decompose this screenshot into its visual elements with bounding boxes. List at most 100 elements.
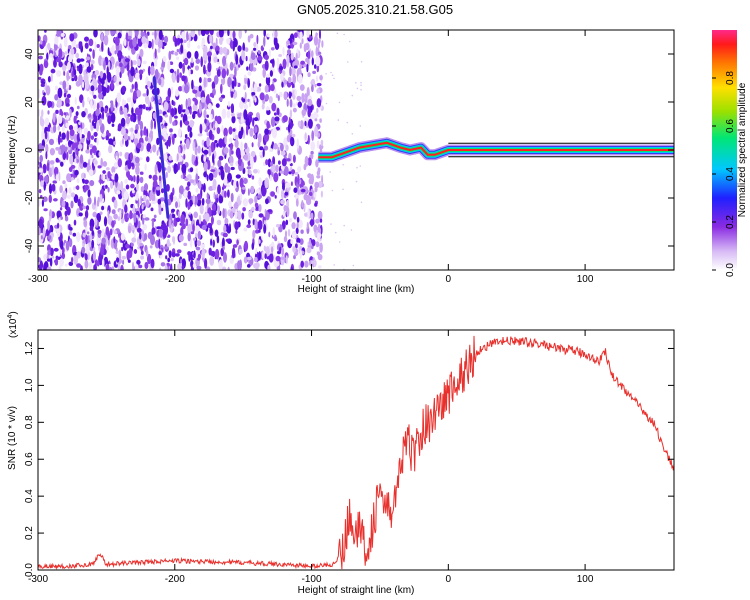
noise-cell xyxy=(156,137,160,146)
noise-cell xyxy=(291,230,297,240)
noise-cell xyxy=(351,133,354,135)
noise-cell xyxy=(238,64,241,68)
snr-x-tick-label: 100 xyxy=(577,574,594,585)
noise-cell xyxy=(75,52,80,59)
noise-cell xyxy=(187,201,190,211)
noise-cell xyxy=(263,145,269,151)
spectrogram-y-tick-label: 20 xyxy=(24,96,35,108)
noise-cell xyxy=(165,184,170,192)
noise-cell xyxy=(165,255,168,260)
noise-cell xyxy=(170,192,174,203)
noise-cell xyxy=(237,154,242,160)
noise-cell xyxy=(286,40,290,45)
noise-cell xyxy=(138,69,144,75)
noise-cell xyxy=(280,73,284,81)
noise-cell xyxy=(77,198,81,207)
noise-cell xyxy=(131,237,137,243)
noise-cell xyxy=(304,132,307,141)
noise-cell xyxy=(290,181,293,186)
noise-cell xyxy=(139,48,144,58)
noise-cell xyxy=(121,98,125,110)
noise-cell xyxy=(259,146,264,151)
noise-cell xyxy=(38,257,41,263)
noise-cell xyxy=(283,79,288,85)
noise-cell xyxy=(74,96,77,105)
noise-cell xyxy=(53,247,59,252)
noise-cell xyxy=(69,33,75,42)
noise-cell xyxy=(46,162,50,172)
noise-cell xyxy=(121,85,127,93)
noise-cell xyxy=(75,111,79,117)
noise-cell xyxy=(124,107,128,119)
noise-cell xyxy=(290,67,296,76)
snr-x-tick-label: -200 xyxy=(165,574,185,585)
noise-cell xyxy=(58,61,63,68)
noise-cell xyxy=(119,62,123,68)
noise-cell xyxy=(184,120,190,126)
noise-cell xyxy=(177,128,182,138)
noise-cell xyxy=(307,173,312,179)
noise-cell xyxy=(49,172,53,177)
noise-cell xyxy=(280,143,284,152)
noise-cell xyxy=(319,218,323,223)
noise-cell xyxy=(57,114,63,124)
noise-cell xyxy=(205,198,211,205)
noise-cell xyxy=(174,89,180,97)
noise-cell xyxy=(307,50,311,60)
noise-cell xyxy=(221,68,227,79)
noise-cell xyxy=(146,88,149,97)
noise-cell xyxy=(120,117,126,127)
noise-cell xyxy=(93,30,98,38)
noise-cell xyxy=(309,219,315,226)
noise-cell xyxy=(263,245,267,252)
noise-cell xyxy=(320,139,324,146)
noise-cell xyxy=(140,128,143,138)
noise-cell xyxy=(289,109,293,119)
noise-cell xyxy=(194,98,198,106)
noise-cell xyxy=(316,82,322,87)
noise-cell xyxy=(245,125,249,136)
noise-cell xyxy=(73,219,77,226)
noise-cell xyxy=(78,41,83,45)
noise-cell xyxy=(113,236,116,244)
noise-cell xyxy=(306,63,309,73)
noise-cell xyxy=(54,36,59,45)
noise-cell xyxy=(46,266,52,270)
noise-cell xyxy=(78,212,83,217)
noise-cell xyxy=(117,50,123,59)
noise-cell xyxy=(299,42,302,49)
noise-cell xyxy=(223,224,227,233)
noise-cell xyxy=(101,205,105,211)
noise-cell xyxy=(315,241,320,248)
noise-cell xyxy=(168,219,172,229)
noise-cell xyxy=(119,151,123,157)
noise-cell xyxy=(143,141,148,147)
noise-cell xyxy=(154,118,156,130)
noise-cell xyxy=(243,154,249,161)
noise-cell xyxy=(170,257,174,262)
noise-cell xyxy=(311,245,314,250)
noise-cell xyxy=(258,213,264,218)
noise-cell xyxy=(300,229,304,234)
noise-cell xyxy=(293,211,297,220)
noise-cell xyxy=(246,166,251,170)
noise-cell xyxy=(99,70,104,79)
noise-cell xyxy=(90,64,94,71)
noise-cell xyxy=(317,51,322,55)
noise-cell xyxy=(234,139,239,148)
noise-cell xyxy=(144,261,149,270)
noise-cell xyxy=(299,249,302,259)
noise-cell xyxy=(85,149,90,154)
noise-cell xyxy=(218,259,223,270)
noise-cell xyxy=(72,232,77,237)
noise-cell xyxy=(247,78,250,89)
noise-cell xyxy=(157,40,163,49)
noise-cell xyxy=(289,98,293,108)
noise-cell xyxy=(146,128,149,139)
noise-cell xyxy=(289,217,292,223)
noise-cell xyxy=(66,71,70,82)
noise-cell xyxy=(117,127,122,132)
noise-cell xyxy=(285,182,291,188)
noise-cell xyxy=(63,70,66,76)
noise-cell xyxy=(83,78,87,82)
